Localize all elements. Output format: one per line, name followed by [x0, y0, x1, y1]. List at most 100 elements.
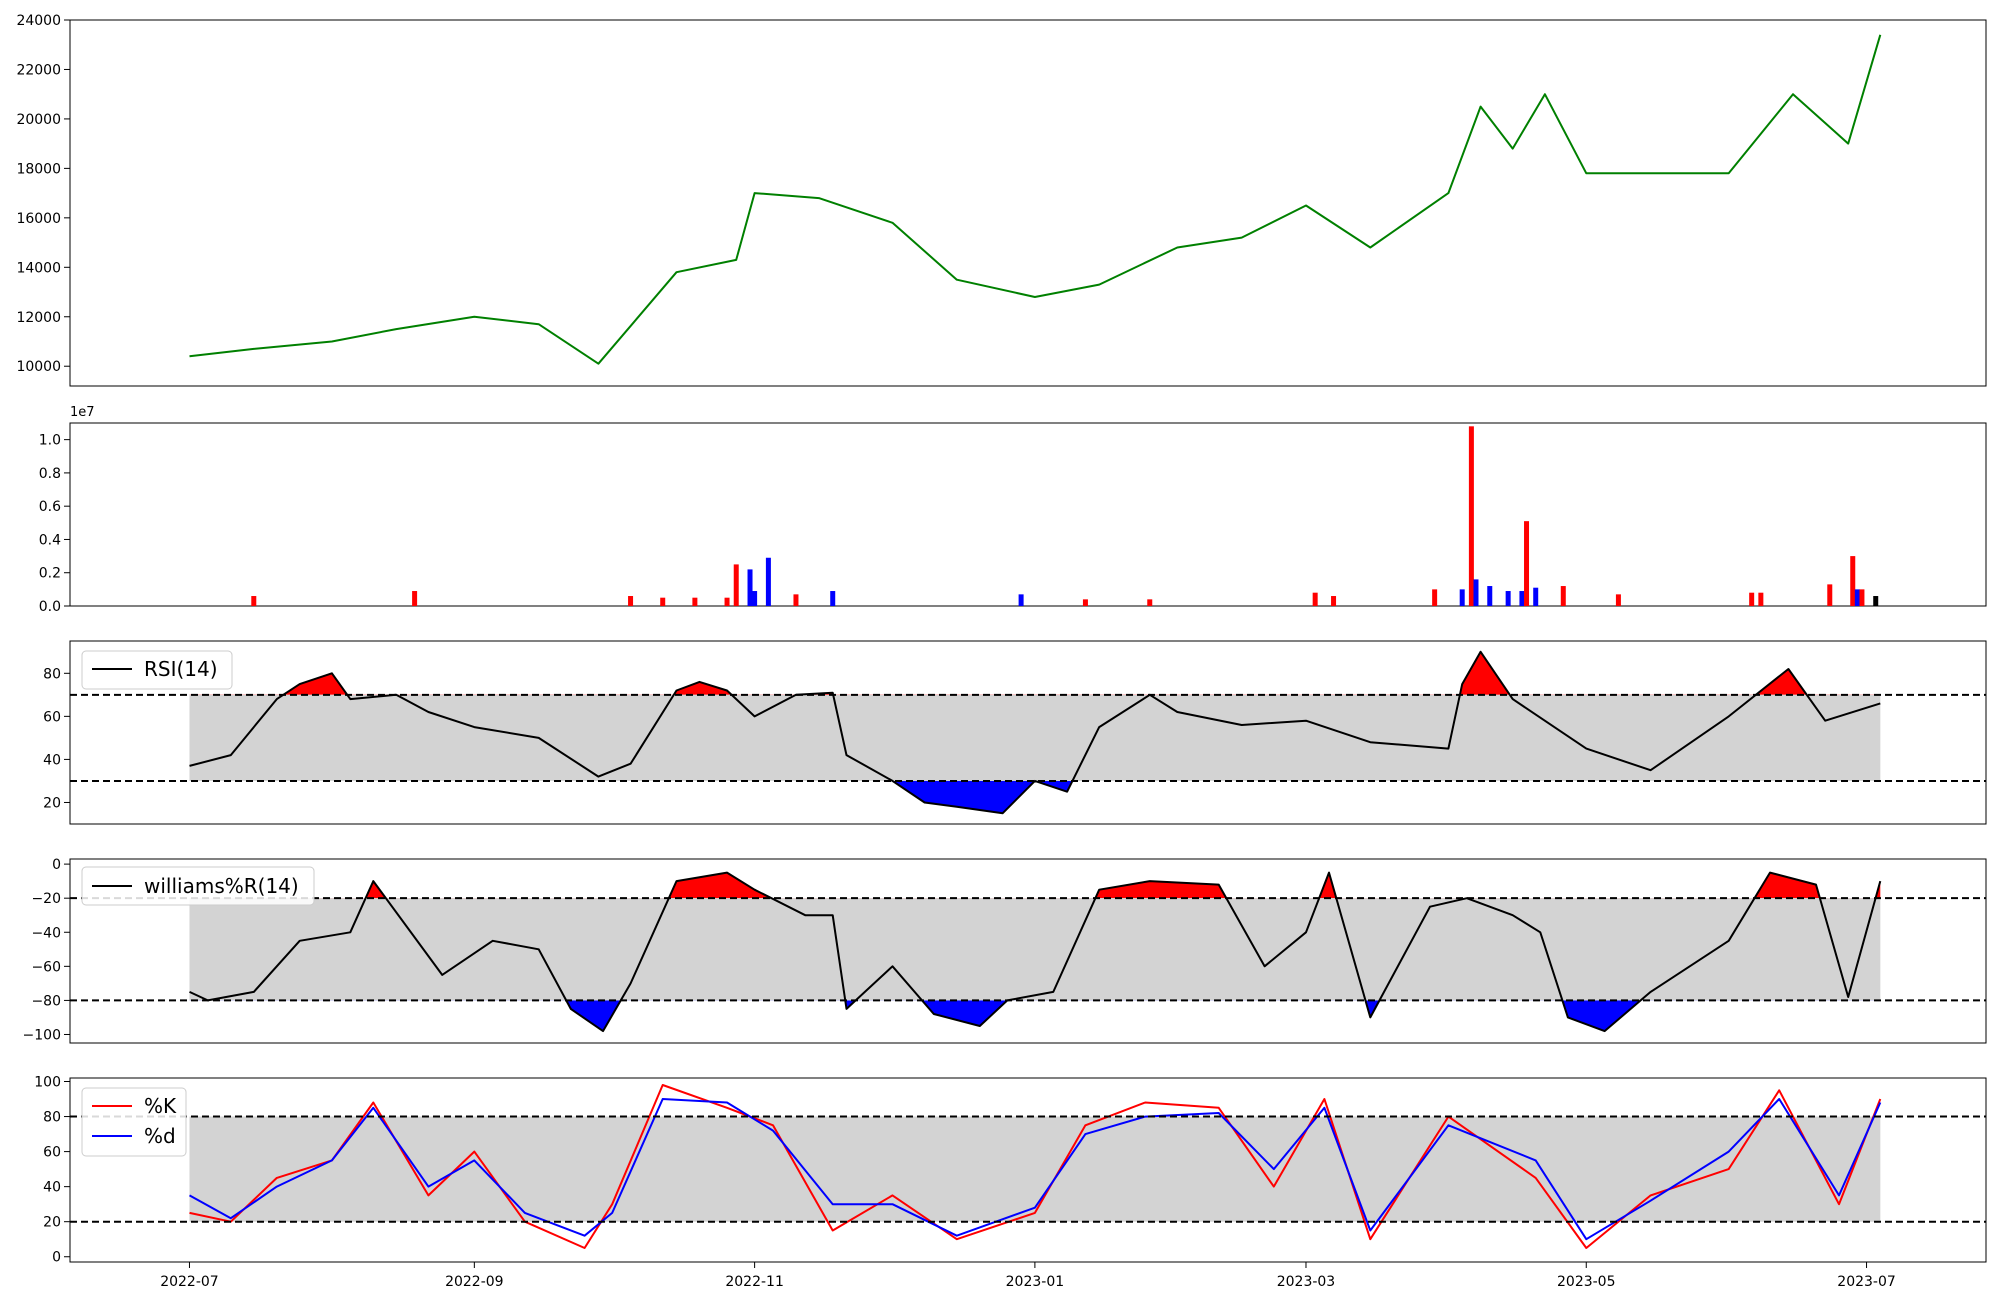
price-plot-area — [69, 19, 1987, 387]
x-tick-label: 2022-09 — [445, 1274, 504, 1290]
stochastic-legend: %K %d — [81, 1087, 187, 1157]
volume-panel: 0.0 0.2 0.4 0.6 0.8 1.0 1e7 — [39, 405, 1987, 615]
y-tick-label: 0.8 — [39, 466, 61, 482]
stochastic-panel: 0 20 40 60 80 100 %K %d — [34, 1075, 1987, 1266]
volume-bar — [692, 597, 698, 606]
williams-marks — [70, 871, 1986, 1033]
volume-bar — [765, 557, 771, 606]
volume-bar — [1147, 599, 1153, 606]
stochastic-legend-d: %d — [144, 1124, 176, 1148]
x-tick-label: 2023-05 — [1557, 1274, 1616, 1290]
x-tick-label: 2022-07 — [160, 1274, 219, 1290]
volume-bar — [251, 596, 257, 606]
rsi-y-axis: 20 40 60 80 — [43, 666, 70, 811]
volume-bar — [1432, 589, 1438, 606]
y-tick-label: 16000 — [16, 211, 61, 227]
volume-bar — [1082, 599, 1088, 606]
rsi-legend: RSI(14) — [81, 650, 233, 690]
rsi-plot-area — [69, 640, 1987, 825]
plot-frame — [69, 1077, 1987, 1263]
y-tick-label: 20 — [43, 795, 61, 811]
x-tick-label: 2023-03 — [1277, 1274, 1336, 1290]
y-tick-label: −100 — [23, 1027, 61, 1043]
price-line-marks — [189, 34, 1882, 365]
y-tick-label: 0.0 — [39, 599, 61, 615]
y-tick-label: 1.0 — [39, 433, 61, 449]
y-tick-label: 0.2 — [39, 566, 61, 582]
price-y-axis: 10000 12000 14000 16000 18000 20000 22000 24000 — [16, 13, 70, 375]
plot-frame — [69, 422, 1987, 607]
volume-bar — [660, 597, 666, 606]
williams-panel: −100 −80 −60 −40 −20 0 williams%R(14) — [23, 857, 1987, 1044]
y-tick-label: 0 — [52, 1250, 61, 1266]
volume-bar — [724, 597, 730, 606]
stochastic-y-axis: 0 20 40 60 80 100 — [34, 1075, 70, 1266]
threshold-band — [189, 898, 1881, 1001]
volume-bar — [1560, 586, 1566, 606]
oversold-fill — [892, 780, 1073, 814]
plot-frame — [69, 19, 1987, 387]
volume-bar — [1018, 594, 1024, 606]
y-tick-label: 0 — [52, 857, 61, 873]
overbought-fill — [365, 872, 1881, 899]
shared-x-axis: 2022-07 2022-09 2022-11 2023-01 2023-03 2023-… — [160, 1262, 1896, 1290]
y-tick-label: 20 — [43, 1215, 61, 1231]
y-tick-label: 40 — [43, 752, 61, 768]
stochastic-legend-k: %K — [144, 1094, 177, 1118]
volume-bar — [1312, 592, 1318, 606]
volume-bar — [1859, 589, 1865, 606]
y-tick-label: 80 — [43, 666, 61, 682]
y-tick-label: 20000 — [16, 112, 61, 128]
y-tick-label: 60 — [43, 1145, 61, 1161]
volume-offset-label: 1e7 — [70, 405, 95, 420]
volume-bar — [830, 591, 836, 606]
stochastic-line — [189, 1098, 1882, 1241]
rsi-panel: 20 40 60 80 RSI(14) — [43, 640, 1987, 825]
volume-bar — [1487, 586, 1493, 606]
price-panel: 10000 12000 14000 16000 18000 20000 22000 24000 — [16, 13, 1987, 387]
volume-bar — [1331, 596, 1337, 606]
y-tick-label: −20 — [31, 891, 61, 907]
y-tick-label: 60 — [43, 709, 61, 725]
y-tick-label: 0.6 — [39, 499, 61, 515]
volume-bar — [1827, 584, 1833, 606]
volume-bar — [1473, 579, 1479, 606]
rsi-line — [189, 650, 1881, 815]
rsi-marks — [70, 650, 1986, 815]
x-tick-label: 2023-01 — [1006, 1274, 1065, 1290]
threshold-band — [189, 694, 1881, 781]
volume-bar — [1459, 589, 1465, 606]
y-tick-label: 14000 — [16, 260, 61, 276]
y-tick-label: 22000 — [16, 62, 61, 78]
x-tick-label: 2023-07 — [1837, 1274, 1896, 1290]
williams-line — [189, 871, 1882, 1033]
volume-bar — [1505, 591, 1511, 606]
volume-y-axis: 0.0 0.2 0.4 0.6 0.8 1.0 — [39, 433, 70, 615]
volume-plot-area — [69, 422, 1987, 607]
stochastic-plot-area — [69, 1077, 1987, 1263]
price-line — [189, 34, 1882, 365]
volume-bar-marks — [251, 426, 1879, 606]
stochastic-marks — [70, 1084, 1986, 1249]
y-tick-label: −40 — [31, 925, 61, 941]
volume-bar — [1873, 596, 1879, 606]
volume-bar — [1749, 592, 1755, 606]
volume-bar — [1468, 426, 1474, 606]
volume-bar — [1850, 556, 1856, 606]
y-tick-label: 12000 — [16, 310, 61, 326]
volume-bar — [1758, 592, 1764, 606]
y-tick-label: 100 — [34, 1075, 61, 1091]
volume-bar — [733, 564, 739, 606]
y-tick-label: −80 — [31, 993, 61, 1009]
x-tick-label: 2022-11 — [725, 1274, 784, 1290]
y-tick-label: 80 — [43, 1110, 61, 1126]
y-tick-label: 18000 — [16, 161, 61, 177]
williams-legend: williams%R(14) — [81, 866, 315, 906]
williams-y-axis: −100 −80 −60 −40 −20 0 — [23, 857, 70, 1043]
williams-plot-area — [69, 858, 1987, 1044]
volume-bar — [793, 594, 799, 606]
plot-frame — [69, 858, 1987, 1044]
stochastic-line — [189, 1084, 1882, 1249]
volume-bar — [747, 569, 753, 606]
